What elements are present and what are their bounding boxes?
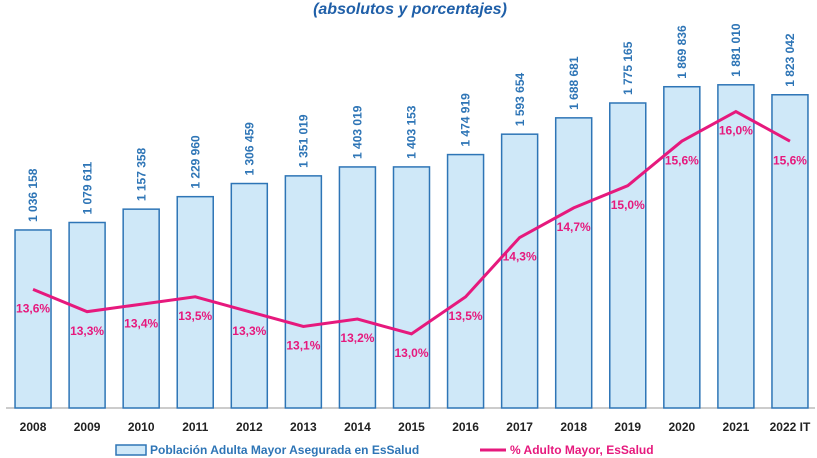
x-tick-label: 2011 xyxy=(182,420,208,434)
bar-value-label: 1 403 019 xyxy=(351,105,365,159)
bar-value-label: 1 869 836 xyxy=(675,25,689,79)
chart-subtitle: (absolutos y porcentajes) xyxy=(313,1,507,18)
bar-value-label: 1 593 654 xyxy=(513,72,527,126)
bar xyxy=(717,84,755,409)
line-value-label: 14,7% xyxy=(557,220,591,234)
bar xyxy=(771,94,809,409)
legend-label: % Adulto Mayor, EsSalud xyxy=(510,443,654,457)
bar-value-label: 1 403 153 xyxy=(405,105,419,159)
line-value-label: 13,1% xyxy=(286,339,320,353)
line-value-label: 13,3% xyxy=(70,324,104,338)
line-value-label: 13,4% xyxy=(124,316,158,330)
line-value-label: 13,5% xyxy=(449,309,483,323)
x-tick-label: 2014 xyxy=(344,420,371,434)
bar-value-label: 1 157 358 xyxy=(134,147,148,201)
x-tick-label: 2012 xyxy=(236,420,263,434)
line-value-label: 13,3% xyxy=(232,324,266,338)
x-tick-label: 2022 IT xyxy=(770,420,811,434)
bar xyxy=(554,117,593,409)
bar-value-label: 1 823 042 xyxy=(783,33,797,87)
bar-value-label: 1 229 960 xyxy=(188,135,202,189)
x-tick-label: 2021 xyxy=(723,420,750,434)
line-value-label: 15,6% xyxy=(773,153,807,167)
line-value-label: 16,0% xyxy=(719,124,753,138)
x-tick-label: 2018 xyxy=(560,420,587,434)
x-tick-label: 2008 xyxy=(20,420,47,434)
line-value-label: 14,3% xyxy=(503,250,537,264)
x-tick-label: 2016 xyxy=(452,420,479,434)
x-tick-label: 2009 xyxy=(74,420,101,434)
x-tick-label: 2017 xyxy=(506,420,533,434)
bar-value-label: 1 079 611 xyxy=(80,161,94,214)
bar-value-label: 1 474 919 xyxy=(459,93,473,147)
bar xyxy=(500,133,539,409)
x-tick-label: 2013 xyxy=(290,420,317,434)
line-value-label: 15,0% xyxy=(611,198,645,212)
bar xyxy=(122,208,160,409)
bar-value-label: 1 306 459 xyxy=(242,122,256,176)
legend-label: Población Adulta Mayor Asegurada en EsSa… xyxy=(150,443,419,457)
x-tick-label: 2019 xyxy=(614,420,641,434)
x-tick-label: 2020 xyxy=(668,420,695,434)
bar xyxy=(230,182,269,409)
bar xyxy=(284,175,323,409)
line-value-label: 13,5% xyxy=(178,309,212,323)
x-tick-label: 2015 xyxy=(398,420,425,434)
bar xyxy=(176,195,214,409)
bar-value-label: 1 036 158 xyxy=(26,168,40,222)
bar-value-label: 1 775 165 xyxy=(621,41,635,95)
line-value-label: 15,6% xyxy=(665,153,699,167)
bar xyxy=(609,102,647,409)
bar xyxy=(446,153,485,409)
bar xyxy=(392,166,431,409)
bar-value-label: 1 688 681 xyxy=(567,56,581,110)
legend-swatch xyxy=(115,444,147,456)
line xyxy=(32,109,791,336)
line-value-label: 13,6% xyxy=(16,302,50,316)
bar xyxy=(14,229,52,409)
x-tick-label: 2010 xyxy=(128,420,155,434)
bar xyxy=(338,166,377,409)
line-value-label: 13,0% xyxy=(394,346,428,360)
bar-value-label: 1 351 019 xyxy=(297,114,311,168)
bar-value-label: 1 881 010 xyxy=(729,23,743,77)
line-value-label: 13,2% xyxy=(340,331,374,345)
bar xyxy=(68,221,106,409)
